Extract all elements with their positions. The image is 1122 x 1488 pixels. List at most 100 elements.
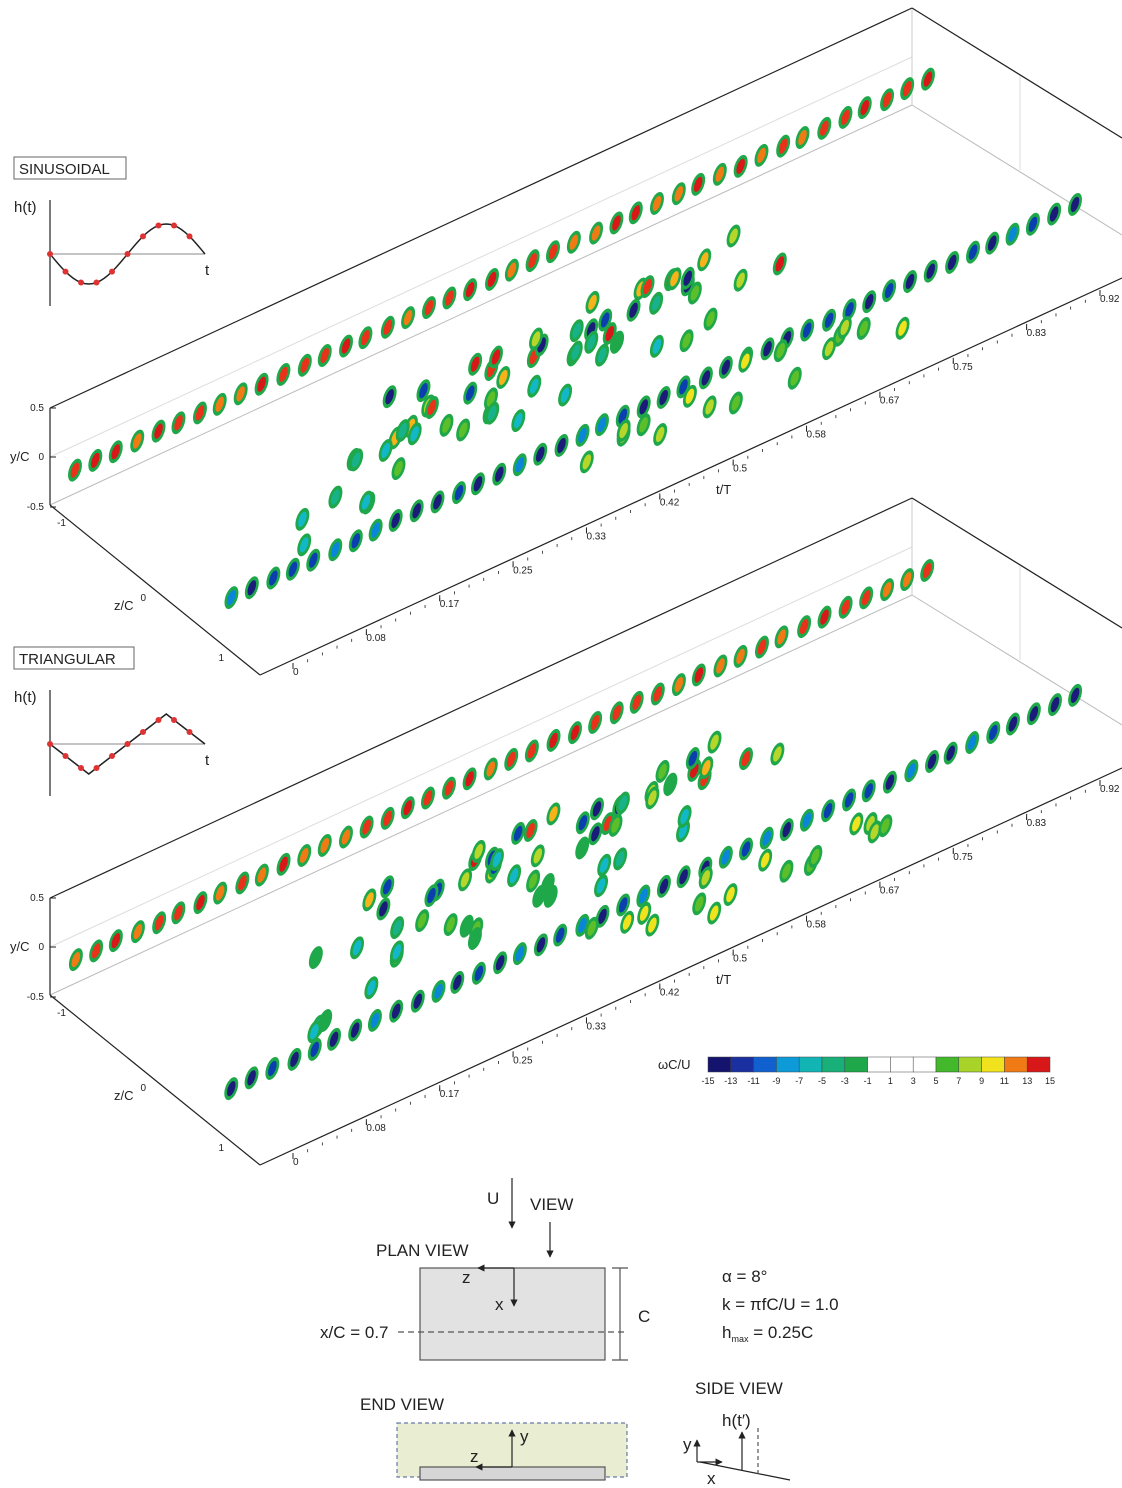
vortex-core: [310, 1041, 320, 1057]
vortex-core: [688, 750, 698, 767]
t-tick-label: 0.25: [513, 1055, 533, 1066]
vortex-core: [531, 331, 541, 347]
vortex-core: [571, 344, 581, 360]
vortex-core: [699, 252, 709, 268]
vortex-core: [499, 369, 508, 386]
vortex-core: [341, 829, 351, 845]
inset-dot: [171, 222, 177, 229]
vortex-core: [741, 751, 751, 767]
vortex-core: [1008, 226, 1017, 242]
vortex-core: [702, 760, 711, 776]
vortex-core: [367, 980, 376, 996]
vortex-core: [236, 386, 245, 402]
box-edge: [49, 504, 261, 676]
colorbar-swatch: [844, 1056, 868, 1073]
vortex-core: [196, 894, 205, 911]
vortex-core: [679, 379, 688, 395]
inset-dot: [186, 729, 193, 735]
vortex-core: [775, 256, 785, 272]
vortex-core: [685, 388, 695, 404]
t-tick-label: 0.42: [660, 497, 680, 508]
t-tick-label: 0.17: [440, 599, 460, 610]
vortex-core: [639, 399, 648, 415]
vortex-core: [590, 714, 600, 731]
vortex-core: [549, 732, 558, 748]
inset-dot: [93, 279, 100, 286]
plan-plate: [419, 1267, 606, 1361]
y-axis-label: y/C: [10, 939, 30, 954]
vortex-core: [860, 99, 870, 116]
colorbar-label: ωC/U: [658, 1057, 691, 1072]
vortex-core: [543, 876, 553, 893]
vortex-core: [394, 460, 403, 477]
y-tick-label: 0: [38, 942, 44, 953]
z-axis-label: z/C: [114, 1088, 134, 1103]
box-edge: [49, 497, 913, 899]
chord-label: C: [638, 1307, 650, 1326]
colorbar: ωC/U -15 -13 -11 -9 -7 -5 -3 -1 1 3 5 7 9 11 13 15: [658, 1056, 1055, 1086]
view-label: VIEW: [530, 1195, 573, 1214]
colorbar-tick-label: -3: [841, 1076, 849, 1086]
panel-label-box: [13, 646, 135, 670]
vortex-core: [782, 821, 792, 838]
vortex-core: [470, 930, 480, 947]
vortex-core: [495, 466, 504, 482]
vortex-core: [351, 533, 361, 549]
vortex-core: [434, 983, 443, 999]
vortex-core: [599, 857, 609, 873]
colorbar-tick-label: -7: [795, 1076, 803, 1086]
box-edge: [259, 277, 1122, 676]
vortex-core: [70, 462, 80, 478]
panels: 0.5 0 -0.5 y/C -1 0 1 z/C 0 0.08 0.17 0.25 0.33 0.42 0…: [10, 7, 1122, 1168]
panel-label-box: [13, 156, 127, 180]
box-edge: [911, 497, 1122, 629]
vortex-core: [578, 917, 587, 933]
z-tick-label: 0: [140, 593, 146, 604]
vortex-core: [591, 225, 601, 241]
vortex-core: [529, 378, 539, 394]
vortex-core: [268, 1060, 277, 1077]
vortex-core: [586, 322, 596, 338]
y-tick-label: 0.5: [30, 893, 44, 904]
vortex-core: [798, 129, 807, 146]
side-plate: [699, 1461, 791, 1481]
end-view-label: END VIEW: [360, 1395, 444, 1414]
t-tick-label: 0.58: [807, 920, 827, 931]
vortex-core: [946, 745, 955, 761]
t-tick-label: 0.67: [880, 886, 900, 897]
vortex-core: [864, 294, 874, 310]
vortex-core: [922, 562, 932, 579]
inset-dot: [93, 765, 100, 771]
z-tick-label: 1: [218, 1143, 224, 1154]
vortex-core: [417, 912, 427, 929]
z-axis-label: z/C: [114, 598, 134, 613]
vortex-core: [526, 822, 535, 839]
vortex-core: [600, 312, 610, 328]
t-tick-label: 0.5: [733, 464, 747, 475]
vortex-core: [840, 319, 850, 336]
vortex-core: [308, 552, 318, 568]
t-tick-label: 0.67: [880, 396, 900, 407]
vortex-core: [427, 887, 436, 904]
inset-dot: [109, 268, 115, 275]
end-z: z: [470, 1447, 479, 1466]
vortex-core: [643, 278, 652, 295]
chord-bracket: [612, 1267, 628, 1361]
z-tick-label: -1: [57, 518, 66, 529]
colorbar-swatch: [981, 1056, 1005, 1073]
colorbar-tick-label: -13: [724, 1076, 737, 1086]
vortex-core: [866, 815, 875, 832]
vortex-core: [513, 825, 523, 841]
vortex-core: [454, 485, 464, 501]
hmax: hmax = 0.25C: [722, 1323, 813, 1344]
vortex-core: [706, 311, 715, 327]
vortex-core: [659, 878, 669, 894]
vortex-core: [351, 452, 361, 468]
vortex-core: [885, 774, 895, 790]
colorbar-swatch: [935, 1056, 960, 1073]
vortex-core: [690, 285, 700, 301]
vortex-core: [683, 270, 693, 286]
vortex-core: [310, 1024, 319, 1040]
vortex-core: [731, 395, 741, 411]
vortex-core: [861, 590, 871, 606]
